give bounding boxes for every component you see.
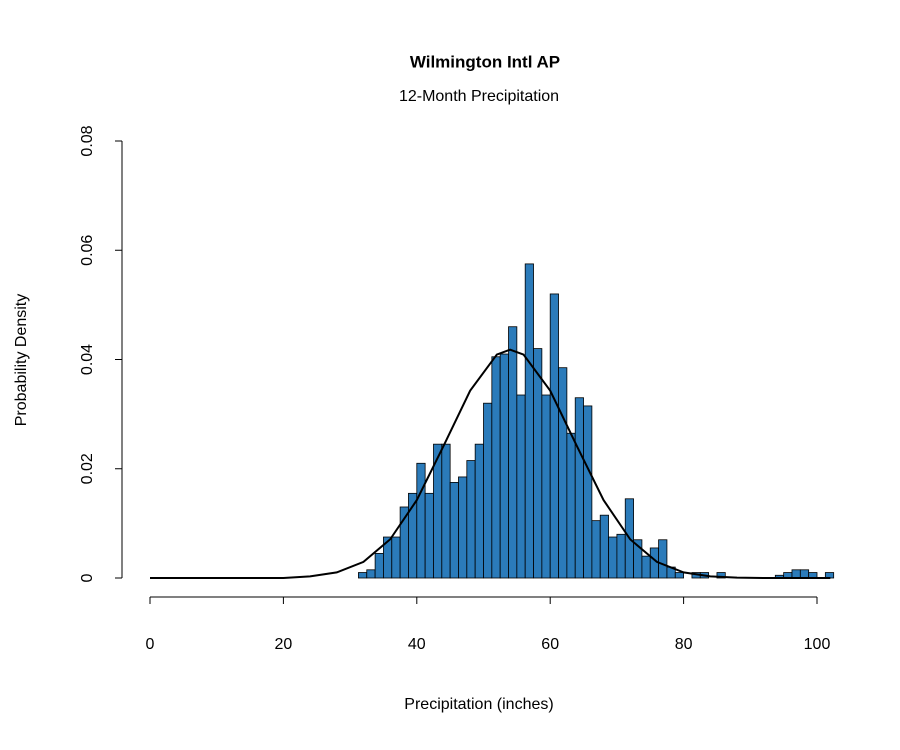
bar — [491, 356, 501, 579]
x-tick-label: 40 — [408, 636, 426, 653]
bar — [441, 443, 451, 579]
bar — [658, 539, 668, 579]
y-tick-label: 0.02 — [79, 453, 96, 484]
y-axis-label: Probability Density — [13, 294, 30, 427]
y-tick-label: 0.06 — [79, 235, 96, 266]
bar — [516, 394, 526, 579]
bar — [791, 569, 801, 579]
x-tick-label: 0 — [146, 636, 155, 653]
bar — [483, 402, 493, 579]
bar — [524, 263, 534, 579]
y-tick-label: 0.08 — [79, 125, 96, 156]
bar — [799, 569, 810, 579]
bar — [416, 462, 426, 579]
bar — [374, 553, 384, 579]
bar — [366, 569, 376, 579]
bar — [558, 367, 568, 579]
bar — [458, 476, 468, 579]
bar — [591, 520, 601, 579]
density-curve — [150, 348, 831, 579]
bar — [508, 326, 518, 579]
bar — [358, 572, 368, 579]
bar — [391, 536, 401, 579]
bar — [474, 443, 484, 579]
x-tick-label: 20 — [275, 636, 293, 653]
x-tick-label: 100 — [804, 636, 831, 653]
bar — [583, 405, 593, 579]
bar — [616, 533, 626, 579]
bar — [574, 397, 584, 579]
bar — [533, 348, 543, 579]
bar — [566, 432, 576, 579]
y-tick-label: 0.04 — [79, 344, 96, 375]
bar — [549, 293, 559, 579]
chart-subtitle: 12-Month Precipitation — [399, 88, 559, 105]
bar — [449, 482, 459, 579]
y-tick-label: 0 — [79, 573, 96, 582]
bar — [674, 572, 685, 579]
x-tick-label: 60 — [541, 636, 559, 653]
bar — [424, 492, 434, 579]
x-axis-label: Precipitation (inches) — [404, 696, 553, 713]
x-tick-label: 80 — [675, 636, 693, 653]
bar — [466, 460, 476, 579]
bar — [599, 514, 609, 579]
bar — [499, 353, 509, 579]
bar — [541, 394, 551, 579]
bar — [608, 536, 618, 579]
bar — [716, 572, 726, 579]
chart-title: Wilmington Intl AP — [410, 52, 560, 71]
bar — [641, 555, 651, 579]
